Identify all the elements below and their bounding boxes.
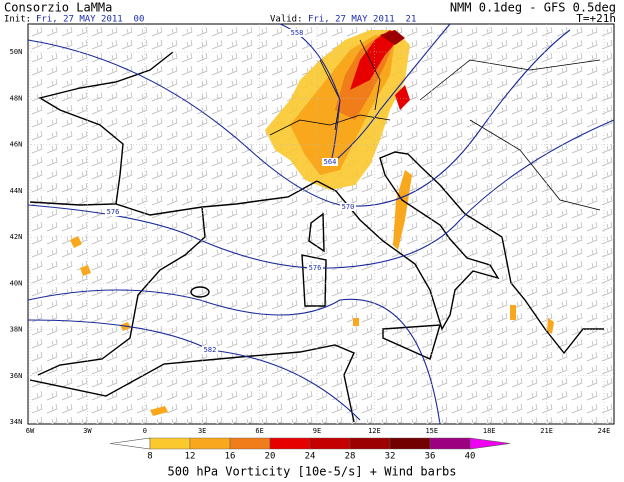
lon-label: 6W <box>26 427 35 435</box>
agency-title: Consorzio LaMMa <box>4 1 112 15</box>
lon-label: 9E <box>313 427 321 435</box>
lon-label: 0 <box>143 427 147 435</box>
colorbar-swatch <box>149 437 191 450</box>
colorbar-low <box>109 437 151 450</box>
contour-label-bg <box>340 203 356 211</box>
valid-label: Valid: <box>270 15 303 25</box>
lat-label: 50N <box>10 48 23 56</box>
lat-label: 34N <box>10 418 23 426</box>
contour-label: 576 <box>107 208 120 216</box>
colorbar-caption: 500 hPa Vorticity [10e-5/s] + Wind barbs <box>168 465 457 479</box>
model-title: NMM 0.1deg - GFS 0.5deg <box>450 1 616 15</box>
contour-label: 576 <box>309 264 322 272</box>
lead-time: T=+21h <box>576 12 616 25</box>
lon-label: 3E <box>198 427 206 435</box>
colorbar-label: 32 <box>385 452 396 462</box>
contour-label: 570 <box>342 203 355 211</box>
lat-label: 44N <box>10 187 23 195</box>
lat-label: 46N <box>10 141 23 149</box>
colorbar-label: 12 <box>185 452 196 462</box>
colorbar-label: 20 <box>265 452 276 462</box>
lon-label: 6E <box>255 427 263 435</box>
lat-label: 36N <box>10 372 23 380</box>
colorbar-label: 40 <box>465 452 476 462</box>
contour-label: 558 <box>291 29 304 37</box>
colorbar-label: 36 <box>425 452 436 462</box>
contour-label-bg <box>307 264 323 272</box>
coastlines <box>29 39 604 423</box>
colorbar-swatch <box>349 437 391 450</box>
contour-label: 582 <box>204 346 217 354</box>
colorbar-swatch <box>429 437 471 450</box>
contour-label-bg <box>322 158 338 166</box>
init-value: Fri, 27 MAY 2011 00 <box>36 15 144 25</box>
colorbar-swatch <box>389 437 431 450</box>
vorticity <box>70 30 554 416</box>
init-label: Init: <box>4 15 31 25</box>
colorbar-swatch <box>309 437 351 450</box>
contour-label-bg <box>105 208 121 216</box>
lat-label: 42N <box>10 233 23 241</box>
labels: 558 564 570 576 576 582 <box>28 24 614 424</box>
contour-label: 564 <box>324 158 337 166</box>
colorbar-high <box>469 437 511 450</box>
colorbar-label: 24 <box>305 452 316 462</box>
lon-label: 3W <box>83 427 92 435</box>
colorbar-swatch <box>269 437 311 450</box>
contour-label-bg <box>289 29 305 37</box>
lon-label: 18E <box>483 427 496 435</box>
lon-label: 24E <box>598 427 611 435</box>
colorbar-swatch <box>229 437 271 450</box>
colorbar-label: 8 <box>147 452 152 462</box>
lon-label: 21E <box>540 427 553 435</box>
lon-label: 12E <box>368 427 381 435</box>
contour-label-bg <box>202 346 218 354</box>
lat-label: 48N <box>10 94 23 102</box>
map-area: 558 564 570 576 576 582 <box>27 23 615 425</box>
lat-label: 38N <box>10 326 23 334</box>
lat-label: 40N <box>10 279 23 287</box>
lon-label: 15E <box>425 427 438 435</box>
colorbar-label: 16 <box>225 452 236 462</box>
colorbar-label: 28 <box>345 452 356 462</box>
valid-value: Fri, 27 MAY 2011 21 <box>308 15 416 25</box>
colorbar-swatch <box>189 437 231 450</box>
